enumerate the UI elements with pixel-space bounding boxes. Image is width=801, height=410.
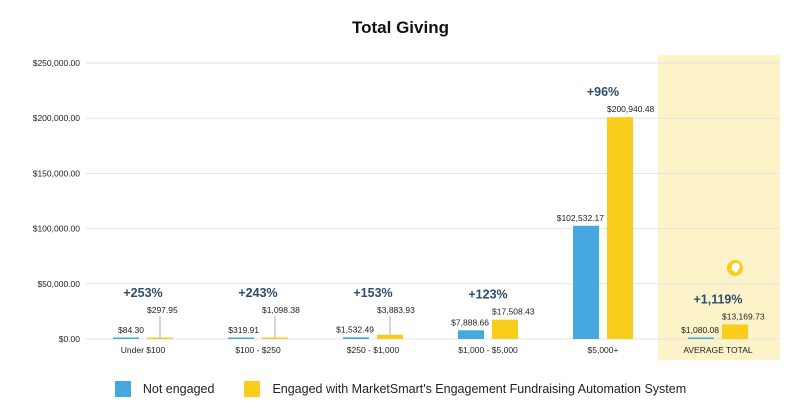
percent-annotation: +123%: [468, 288, 507, 302]
chart-title: Total Giving: [352, 18, 449, 37]
y-tick-label: $200,000.00: [33, 113, 81, 123]
legend-label: Engaged with MarketSmart's Engagement Fu…: [272, 382, 687, 396]
x-tick-label: $250 - $1,000: [347, 345, 400, 355]
y-tick-label: $100,000.00: [33, 224, 81, 234]
data-label: $102,532.17: [557, 213, 605, 223]
bar-engaged: [722, 324, 748, 339]
legend-item-not-engaged: Not engaged: [114, 381, 215, 397]
bar-not-engaged: [228, 337, 254, 339]
bar-not-engaged: [688, 337, 714, 339]
bar-engaged: [492, 319, 518, 339]
x-tick-label: $100 - $250: [235, 345, 281, 355]
y-tick-label: $150,000.00: [33, 168, 81, 178]
data-label: $7,888.66: [451, 317, 489, 327]
percent-annotation: +253%: [123, 286, 162, 300]
bar-not-engaged: [343, 337, 369, 339]
bar-not-engaged: [458, 330, 484, 339]
data-label: $17,508.43: [492, 307, 535, 317]
legend-item-engaged: Engaged with MarketSmart's Engagement Fu…: [244, 381, 686, 397]
bar-engaged: [377, 334, 403, 339]
y-tick-label: $0.00: [59, 334, 81, 344]
lightbulb-icon-glyph: [731, 263, 740, 273]
percent-annotation: +1,119%: [693, 292, 742, 306]
legend: Not engaged Engaged with MarketSmart's E…: [0, 381, 801, 397]
y-tick-label: $50,000.00: [37, 279, 80, 289]
bar-not-engaged: [573, 225, 599, 339]
legend-label: Not engaged: [142, 382, 215, 396]
data-label: $1,532.49: [336, 324, 374, 334]
data-label: $3,883.93: [377, 305, 415, 315]
data-label: $200,940.48: [607, 104, 655, 114]
y-tick-label: $250,000.00: [33, 58, 81, 68]
x-tick-label: Under $100: [121, 345, 166, 355]
percent-annotation: +243%: [238, 286, 277, 300]
data-label: $319.91: [228, 325, 259, 335]
bar-engaged: [607, 117, 633, 339]
legend-swatch: [114, 381, 131, 397]
bar-engaged: [262, 337, 288, 339]
percent-annotation: +96%: [587, 85, 619, 99]
data-label: $84.30: [118, 325, 144, 335]
x-tick-label: $1,000 - $5,000: [458, 345, 518, 355]
bar-not-engaged: [113, 337, 139, 339]
x-tick-label: $5,000+: [588, 345, 619, 355]
percent-annotation: +153%: [353, 286, 392, 300]
legend-swatch: [244, 381, 261, 397]
x-tick-label: AVERAGE TOTAL: [683, 345, 753, 355]
data-label: $13,169.73: [722, 311, 765, 321]
data-label: $297.95: [147, 305, 178, 315]
data-label: $1,080.08: [681, 325, 719, 335]
highlight-band: [658, 55, 780, 360]
data-label: $1,098.38: [262, 305, 300, 315]
